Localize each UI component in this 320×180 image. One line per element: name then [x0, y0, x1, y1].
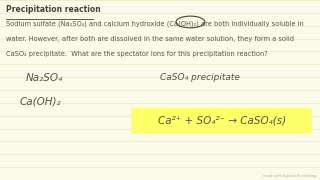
Text: water. However, after both are dissolved in the same water solution, they form a: water. However, after both are dissolved…	[6, 36, 294, 42]
Text: Ca²⁺ + SO₄²⁻ → CaSO₄(s): Ca²⁺ + SO₄²⁻ → CaSO₄(s)	[157, 116, 286, 126]
Text: made with Explain Everything: made with Explain Everything	[263, 174, 317, 178]
Text: CaSO₄ precipitate: CaSO₄ precipitate	[160, 73, 240, 82]
Text: Precipitation reaction: Precipitation reaction	[6, 5, 101, 14]
Text: Sodium sulfate (Na₂SO₄) and calcium hydroxide (Ca(OH)₂) are both individually so: Sodium sulfate (Na₂SO₄) and calcium hydr…	[6, 21, 304, 27]
Text: CaSO₄ precipitate.  What are the spectator ions for this precipitation reaction?: CaSO₄ precipitate. What are the spectato…	[6, 51, 268, 57]
FancyBboxPatch shape	[131, 108, 312, 133]
Text: Ca(OH)₂: Ca(OH)₂	[19, 96, 61, 106]
Text: Na₂SO₄: Na₂SO₄	[26, 73, 63, 83]
